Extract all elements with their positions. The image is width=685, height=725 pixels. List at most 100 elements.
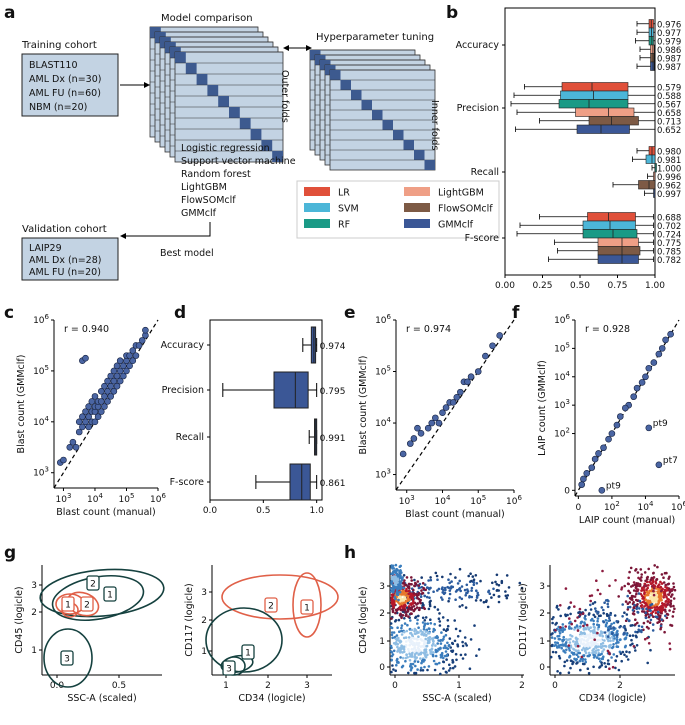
data-point	[82, 354, 89, 362]
value-label: 0.702	[657, 222, 681, 232]
event-dot	[403, 591, 407, 595]
event-dot	[412, 609, 416, 613]
event-dot	[412, 592, 416, 595]
event-dot	[671, 593, 674, 596]
x-tick-label: 0.0	[50, 681, 65, 691]
panel-d-axes	[209, 319, 323, 501]
event-dot	[625, 655, 628, 658]
y-tick-label: 1	[379, 637, 385, 647]
event-dot	[408, 643, 412, 647]
event-dot	[469, 572, 472, 575]
event-dot	[558, 630, 561, 633]
event-dot	[422, 644, 426, 648]
event-dot	[597, 625, 601, 629]
event-dot	[632, 645, 636, 648]
event-dot	[606, 602, 609, 606]
x-axis-label: LAIP count (manual)	[579, 515, 675, 526]
event-dot	[635, 607, 638, 611]
event-dot	[554, 641, 557, 644]
event-dot	[409, 607, 413, 611]
event-dot	[584, 614, 587, 618]
event-dot	[628, 634, 632, 637]
event-dot	[398, 614, 402, 617]
data-point	[110, 377, 118, 385]
event-dot	[619, 638, 622, 641]
event-dot	[436, 608, 440, 611]
event-dot	[444, 633, 448, 637]
event-dot	[405, 629, 409, 633]
event-dot	[416, 618, 419, 622]
event-dot	[407, 615, 410, 618]
event-dot	[579, 613, 582, 616]
event-dot	[632, 581, 636, 584]
event-dot	[474, 599, 478, 602]
box-gmmclf	[650, 61, 655, 71]
training-cohort-box	[21, 53, 119, 117]
event-dot	[615, 655, 619, 658]
data-point	[79, 413, 86, 421]
event-dot	[573, 619, 577, 623]
event-dot	[470, 589, 473, 592]
event-dot	[642, 621, 646, 625]
event-dot	[414, 664, 417, 668]
event-dot	[479, 599, 483, 602]
y-axis-label: Blast count (GMMclf)	[358, 356, 369, 455]
event-dot	[649, 614, 652, 617]
event-dot	[589, 626, 592, 629]
event-dot	[602, 620, 606, 624]
component-tag-label: 1	[245, 649, 251, 659]
event-dot	[397, 598, 400, 602]
event-dot	[631, 624, 634, 627]
event-dot	[439, 642, 443, 645]
data-point	[605, 435, 612, 443]
event-dot	[392, 668, 395, 671]
x-tick-label: 105	[119, 492, 135, 505]
event-dot	[423, 639, 426, 643]
event-dot	[495, 573, 499, 577]
event-dot	[658, 616, 662, 619]
event-dot	[479, 579, 482, 583]
event-dot	[596, 634, 599, 637]
value-label: 0.688	[657, 214, 681, 224]
data-point	[91, 418, 99, 426]
event-dot	[589, 630, 592, 633]
component-tag	[86, 575, 100, 591]
event-dot	[394, 563, 398, 567]
event-dot	[601, 644, 605, 648]
model-item-3: Random forest	[181, 169, 251, 180]
event-dot	[458, 587, 462, 590]
event-dot	[423, 652, 427, 656]
event-dot	[555, 606, 559, 609]
data-point	[595, 450, 602, 457]
event-dot	[397, 595, 400, 599]
event-dot	[428, 602, 432, 606]
test-fold-cell	[403, 140, 414, 150]
event-dot	[439, 653, 443, 657]
event-dot	[596, 623, 599, 626]
event-dot	[416, 638, 419, 641]
event-dot	[625, 613, 629, 616]
event-dot	[440, 596, 443, 599]
component-tag	[103, 586, 117, 602]
x-tick-label: 3	[304, 681, 310, 691]
panel-label-h: h	[344, 543, 356, 563]
event-dot	[446, 641, 449, 645]
event-dot	[586, 638, 590, 642]
event-dot	[394, 619, 398, 622]
box-gmmclf	[597, 254, 639, 264]
box-lightgbm	[597, 237, 639, 247]
event-dot	[663, 588, 667, 592]
event-dot	[400, 571, 403, 574]
data-point	[138, 337, 146, 344]
event-dot	[414, 616, 417, 619]
box-lr	[561, 82, 629, 92]
event-dot	[412, 605, 416, 608]
event-dot	[390, 577, 394, 581]
event-dot	[591, 649, 594, 652]
event-dot	[593, 638, 596, 641]
legend-swatch-gmmclf	[404, 219, 430, 228]
value-label: 0.713	[657, 118, 681, 128]
event-dot	[626, 594, 629, 598]
event-dot	[651, 597, 655, 600]
event-dot	[593, 628, 596, 632]
